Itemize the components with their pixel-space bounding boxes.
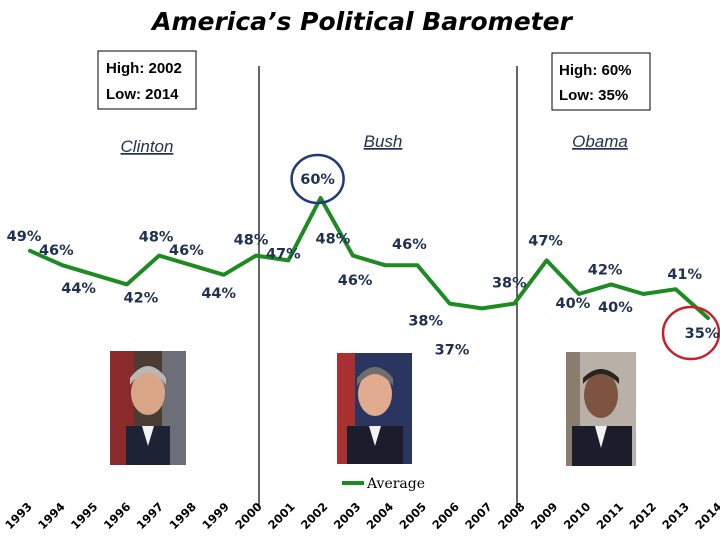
point-label-1996: 42% [124, 290, 159, 306]
point-label-2014: 35% [685, 326, 720, 342]
point-label-2007: 37% [435, 342, 470, 358]
left-box-line-2: Low: 2014 [106, 86, 179, 103]
bush-portrait-icon [337, 353, 412, 464]
x-tick-2000: 2000 [232, 500, 265, 533]
legend: Average [342, 476, 425, 492]
point-label-2008: 38% [492, 276, 527, 292]
obama-portrait-icon [566, 352, 636, 466]
point-label-2002: 60% [300, 172, 335, 188]
right-info-box: High: 60% Low: 35% [551, 52, 651, 111]
low-circle [661, 305, 720, 361]
point-label-2013: 41% [667, 267, 702, 283]
x-tick-2005: 2005 [397, 500, 430, 533]
point-label-2004: 46% [338, 273, 373, 289]
x-tick-2003: 2003 [331, 500, 364, 533]
x-tick-2002: 2002 [298, 500, 331, 533]
x-tick-2009: 2009 [528, 500, 561, 533]
era-label-bush: Bush [364, 132, 403, 151]
x-tick-2001: 2001 [265, 500, 298, 533]
x-tick-1998: 1998 [167, 500, 200, 533]
point-label-2000: 48% [234, 233, 269, 249]
point-label-2003: 48% [316, 232, 351, 248]
x-tick-2006: 2006 [429, 500, 462, 533]
x-tick-1996: 1996 [101, 500, 134, 533]
point-label-2010: 40% [556, 296, 591, 312]
point-label-2012: 40% [598, 300, 633, 316]
x-axis-tick-labels: 1993 1994 1995 1996 1997 1998 1999 2000 2001 2002… [2, 500, 720, 533]
point-label-1997: 48% [139, 230, 174, 246]
x-tick-2007: 2007 [462, 500, 495, 533]
right-box-line-1: High: 60% [559, 62, 632, 79]
point-label-2006: 38% [408, 314, 443, 330]
clinton-portrait-icon [110, 351, 186, 465]
point-label-2011: 42% [588, 262, 623, 278]
x-tick-2004: 2004 [364, 500, 397, 533]
high-circle [290, 153, 345, 205]
era-label-obama: Obama [572, 132, 628, 151]
right-box-line-2: Low: 35% [559, 87, 628, 104]
x-tick-2012: 2012 [627, 500, 660, 533]
legend-label: Average [366, 476, 425, 492]
left-info-box: High: 2002 Low: 2014 [97, 50, 197, 110]
point-label-1993: 49% [7, 229, 42, 245]
x-tick-2013: 2013 [659, 500, 692, 533]
point-label-2009: 47% [528, 233, 563, 249]
point-labels: 49%46%44%42%48%46%44%48%47%60%48%46%46%3… [7, 172, 720, 358]
point-label-2005: 46% [392, 237, 427, 253]
x-tick-1997: 1997 [134, 500, 167, 533]
point-label-1994: 46% [39, 243, 74, 259]
x-tick-2008: 2008 [495, 500, 528, 533]
point-label-1998: 46% [169, 243, 204, 259]
x-tick-2011: 2011 [594, 500, 627, 533]
x-tick-1995: 1995 [68, 500, 101, 533]
chart-title: America’s Political Barometer [150, 7, 573, 36]
point-label-2001: 47% [266, 246, 301, 262]
x-tick-1993: 1993 [2, 500, 35, 533]
point-label-1999: 44% [201, 286, 236, 302]
x-tick-1999: 1999 [199, 500, 232, 533]
era-label-clinton: Clinton [121, 137, 174, 156]
point-label-1995: 44% [61, 281, 96, 297]
x-tick-2010: 2010 [561, 500, 594, 533]
series-line-average [28, 196, 710, 320]
left-box-line-1: High: 2002 [106, 60, 182, 77]
x-tick-1994: 1994 [35, 500, 68, 533]
x-tick-2014: 2014 [692, 500, 720, 533]
